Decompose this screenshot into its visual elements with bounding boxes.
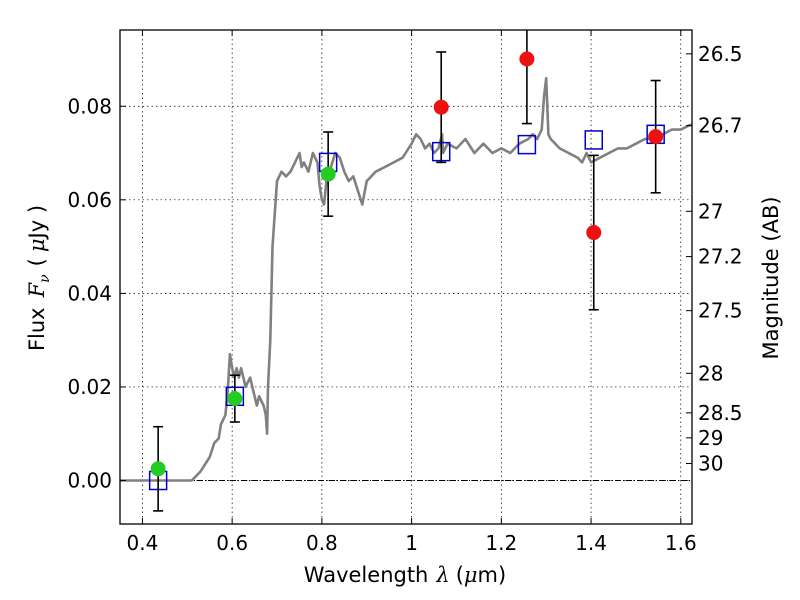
magnitude-tick-label: 28.5 (698, 401, 743, 425)
y-tick-label: 0.08 (67, 94, 112, 118)
observed-red-point (433, 99, 449, 115)
magnitude-tick-label: 27 (698, 199, 723, 223)
observed-red-point (648, 129, 664, 145)
magnitude-tick-label: 26.7 (698, 114, 743, 138)
x-tick-label: 0.4 (127, 531, 159, 555)
x-tick-label: 1.2 (485, 531, 517, 555)
x-tick-label: 1.4 (575, 531, 607, 555)
model-point-marker (517, 134, 537, 155)
magnitude-tick-label: 26.5 (698, 42, 743, 66)
magnitude-tick-label: 27.2 (698, 245, 743, 269)
x-axis-title: Wavelength λ (μm) (304, 563, 506, 587)
x-tick-label: 0.8 (306, 531, 338, 555)
model-point-marker (584, 130, 604, 150)
observed-green-point (227, 391, 243, 407)
y-tick-label: 0.04 (67, 281, 112, 305)
observed-red-point (519, 51, 535, 67)
template-spectrum-line (120, 76, 692, 482)
y-axis-title: FluxFν(μJy ) (25, 205, 53, 351)
axis-ticks: 0.4 0.6 0.8 1 1.2 1.4 1.6 0.00 0.02 0.04 0.06 0.08 2… (67, 30, 743, 555)
magnitude-tick-label: 27.5 (698, 299, 743, 323)
magnitude-axis-title: Magnitude (AB) (759, 196, 783, 359)
magnitude-tick-label: 30 (698, 452, 723, 476)
plot-frame (119, 29, 693, 525)
x-tick-label: 1 (405, 531, 418, 555)
y-tick-label: 0.02 (67, 375, 112, 399)
magnitude-tick-label: 29 (698, 426, 723, 450)
observed-red-point (586, 225, 602, 241)
y-tick-label: 0.00 (67, 468, 112, 492)
observed-points (150, 30, 664, 512)
model-points (148, 124, 665, 491)
x-tick-label: 0.6 (216, 531, 248, 555)
y-tick-label: 0.06 (67, 188, 112, 212)
magnitude-tick-label: 28 (698, 361, 723, 385)
x-tick-label: 1.6 (665, 531, 697, 555)
observed-green-point (150, 461, 166, 477)
observed-green-point (320, 166, 336, 182)
grid-lines (120, 30, 692, 524)
